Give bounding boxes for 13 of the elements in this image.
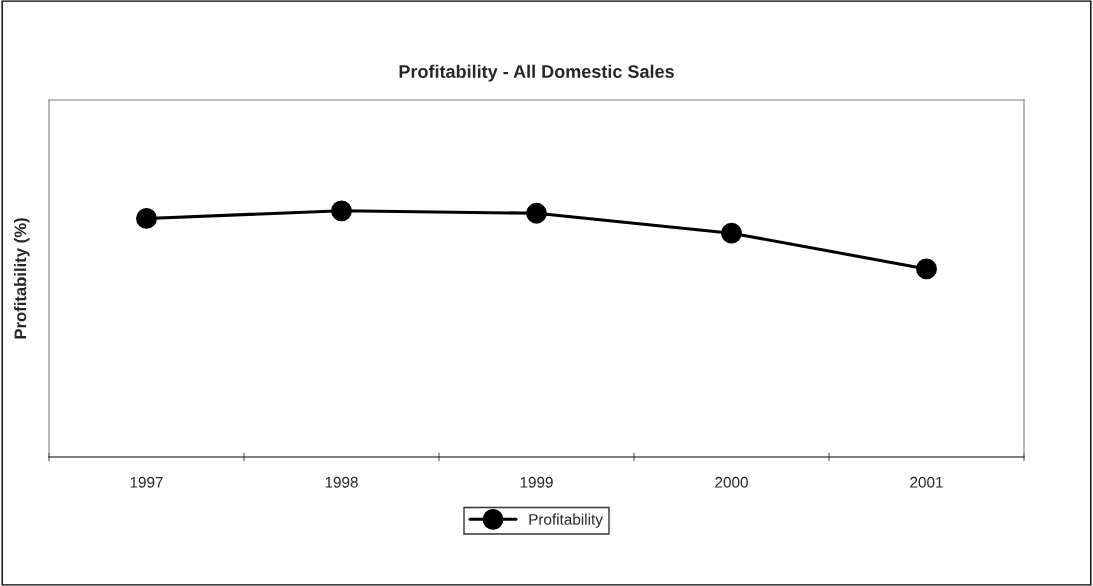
point (916, 258, 937, 280)
x-tick-label: 1997 (130, 476, 163, 488)
point (526, 202, 547, 224)
point (721, 222, 742, 244)
legend-label: Profitability (529, 513, 603, 528)
point (331, 200, 352, 222)
x-tick-label: 2000 (715, 476, 748, 488)
x-tick-label: 1999 (520, 476, 553, 488)
point (136, 208, 157, 229)
x-tick-label: 2001 (910, 476, 943, 488)
y-axis-title: Profitability (%) (14, 218, 30, 339)
x-tick-label: 1998 (325, 476, 358, 488)
chart-title: Profitability - All Domestic Sales (399, 64, 674, 82)
